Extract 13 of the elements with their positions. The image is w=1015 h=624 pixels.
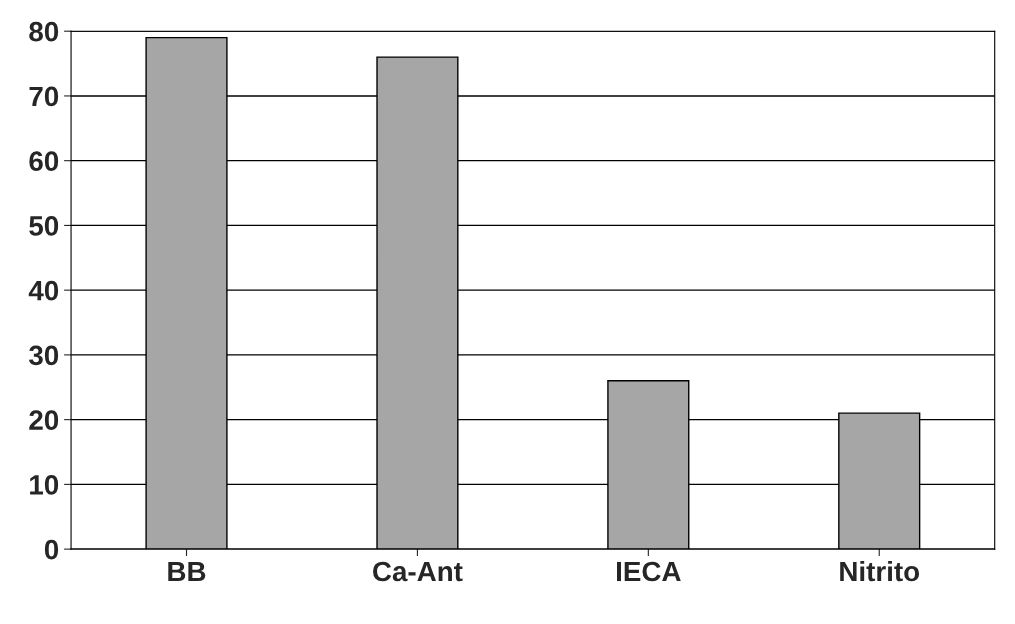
- y-tick-label: 0: [44, 539, 59, 560]
- x-tick-label: Ca-Ant: [373, 561, 463, 582]
- y-tick-label: 80: [29, 21, 59, 42]
- y-tick-label: 70: [29, 86, 59, 107]
- y-tick-label: 20: [29, 410, 59, 430]
- y-tick-label: 40: [28, 280, 59, 301]
- y-tick-label: 60: [29, 151, 59, 172]
- x-tick-label: Nitrito: [840, 560, 920, 582]
- y-tick-label: 30: [28, 345, 59, 366]
- y-tick-label: 50: [29, 216, 59, 236]
- x-tick-label: IECA: [617, 561, 681, 582]
- x-tick-label: BB: [168, 561, 206, 582]
- y-tick-label: 10: [30, 475, 59, 495]
